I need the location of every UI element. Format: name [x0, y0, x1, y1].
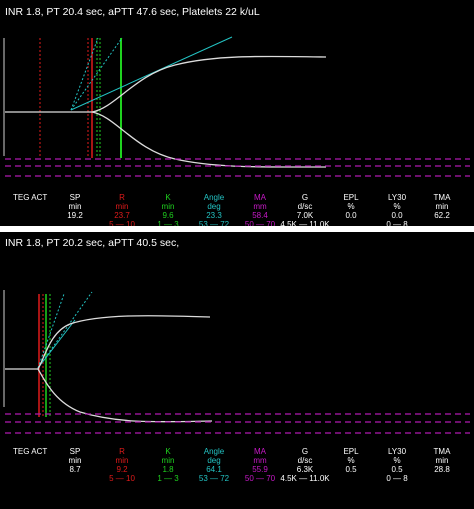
param-epl: EPL% 0.5 — [343, 447, 359, 474]
param-tma: TMA min 62.2 — [433, 193, 451, 220]
angle-line — [37, 293, 65, 369]
teg-tracing — [3, 36, 470, 177]
clot-trace-lower — [37, 368, 213, 423]
angle-line — [37, 319, 76, 369]
teg-panel-2: INR 1.8, PT 20.2 sec, aPTT 40.5 sec, TEG… — [0, 232, 474, 509]
angle-line — [70, 37, 99, 111]
param-ly30: LY30% 0.0 0 — 8 — [386, 193, 408, 229]
param-sp: SP min 8.7 — [68, 447, 82, 474]
param-epl: EPL% 0.0 — [343, 193, 359, 220]
clot-trace-upper — [91, 55, 327, 113]
param-ly30: LY30% 0.5 0 — 8 — [386, 447, 408, 483]
panel-title: INR 1.8, PT 20.4 sec, aPTT 47.6 sec, Pla… — [5, 6, 260, 18]
teg-act-label: TEG ACT — [13, 193, 48, 202]
angle-line — [37, 291, 93, 369]
teg-act-label: TEG ACT — [13, 447, 48, 456]
param-ma: MA mm 55.9 50 — 70 — [244, 447, 276, 483]
param-tma: TMA min 28.8 — [433, 447, 451, 474]
angle-line — [70, 37, 123, 111]
teg-tracing — [3, 290, 470, 434]
param-ma: MA mm 58.4 50 — 70 — [244, 193, 276, 229]
param-angle: Angle deg 23.3 53 — 72 — [198, 193, 230, 229]
param-angle: Angle deg 64.1 53 — 72 — [198, 447, 230, 483]
panel-separator — [0, 226, 474, 232]
clot-trace-upper — [37, 315, 211, 370]
angle-line — [70, 36, 233, 111]
panel-title: INR 1.8, PT 20.2 sec, aPTT 40.5 sec, — [5, 237, 180, 249]
param-sp: SP min 19.2 — [67, 193, 83, 220]
teg-panel-1: INR 1.8, PT 20.4 sec, aPTT 47.6 sec, Pla… — [0, 0, 474, 229]
